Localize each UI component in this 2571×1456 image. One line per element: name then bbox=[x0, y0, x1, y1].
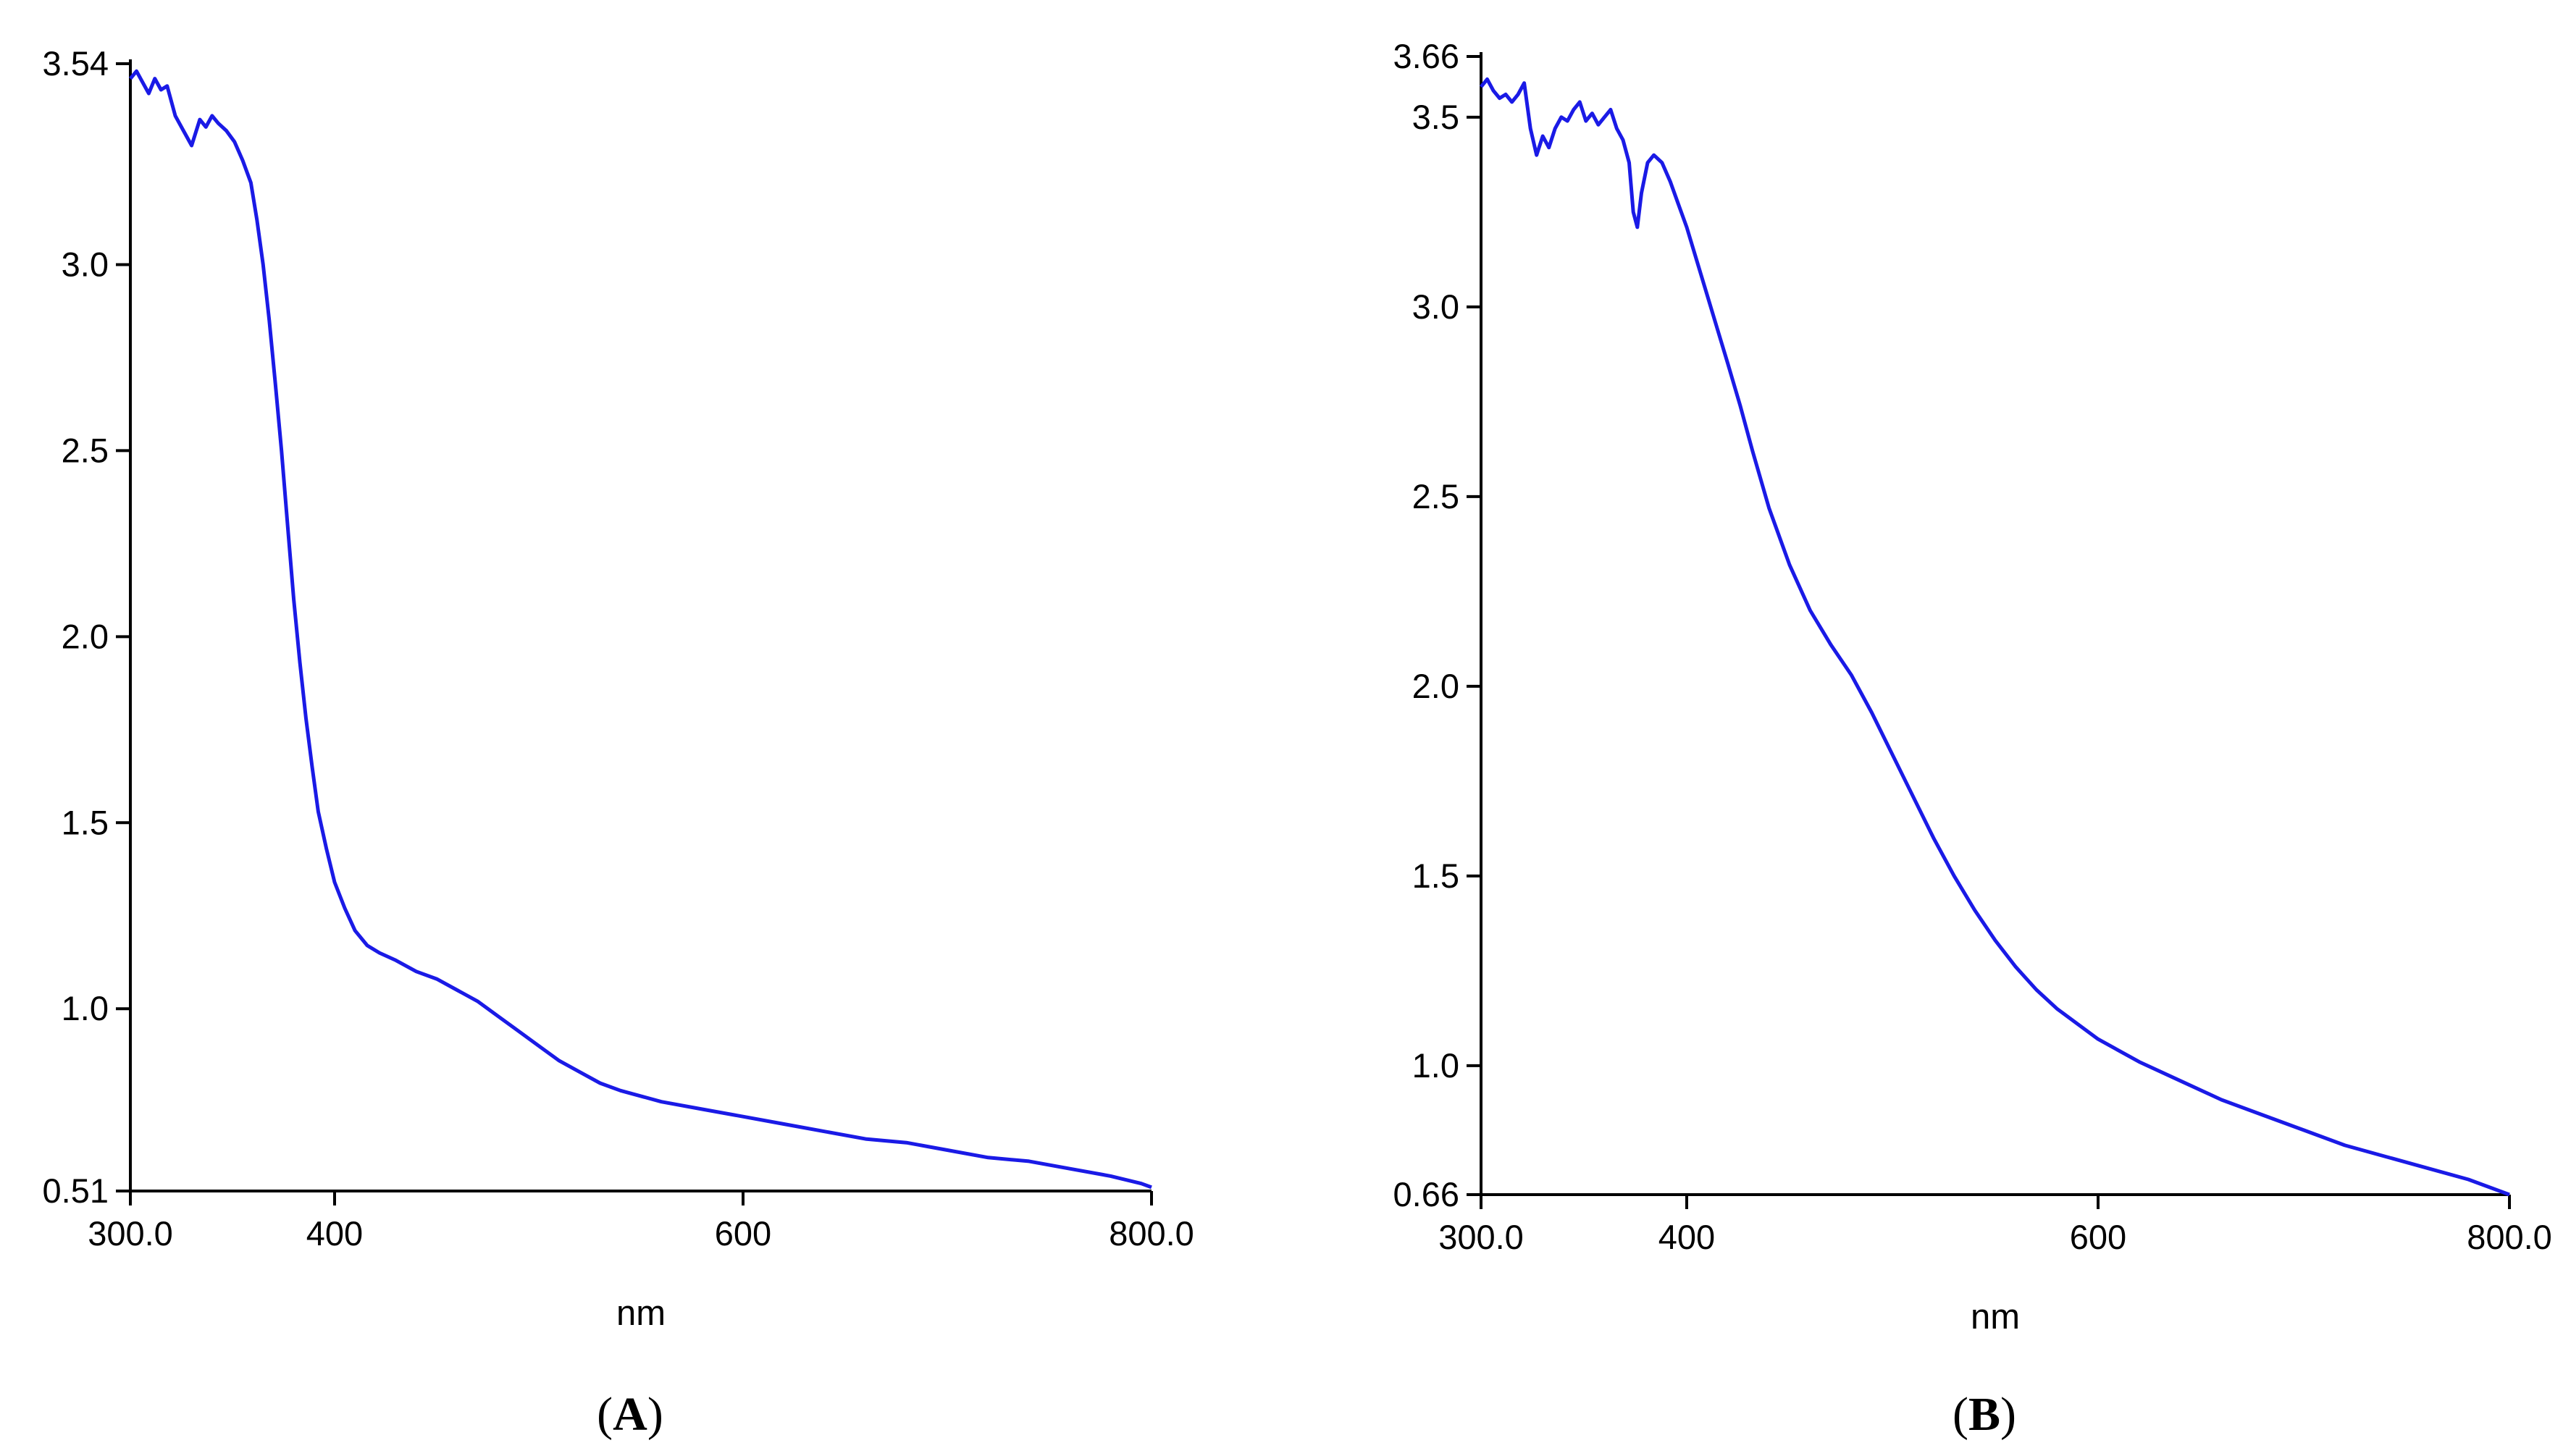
x-tick-label: 800.0 bbox=[1109, 1214, 1194, 1253]
x-tick-label: 400 bbox=[306, 1214, 363, 1253]
y-tick-label: 3.66 bbox=[1393, 37, 1459, 75]
x-tick-label: 600 bbox=[715, 1214, 771, 1253]
chart-panel-a: 0.51 1.0 1.5 2.0 2.5 3.0 3.54 300.0 400 600 800.0 n… bbox=[43, 44, 1194, 1441]
y-tick-label: 0.51 bbox=[43, 1171, 109, 1210]
y-tick-label: 2.0 bbox=[1412, 667, 1459, 705]
x-tick-label: 400 bbox=[1658, 1218, 1715, 1256]
y-tick-label: 2.5 bbox=[1412, 477, 1459, 516]
y-tick-label: 0.66 bbox=[1393, 1175, 1459, 1213]
y-tick-label: 1.0 bbox=[1412, 1046, 1459, 1085]
y-tick-label: 1.5 bbox=[1412, 857, 1459, 895]
x-axis-label-a: nm bbox=[616, 1294, 666, 1333]
y-tick-label: 3.0 bbox=[1412, 287, 1459, 326]
y-tick-label: 3.0 bbox=[62, 245, 109, 283]
x-tick-label: 300.0 bbox=[88, 1214, 173, 1253]
panel-label-b: (B) bbox=[1953, 1388, 2016, 1441]
x-tick-label: 300.0 bbox=[1438, 1218, 1524, 1256]
panel-label-a: (A) bbox=[597, 1388, 663, 1441]
y-tick-label: 2.5 bbox=[62, 431, 109, 469]
y-tick-label: 1.0 bbox=[62, 989, 109, 1027]
y-tick-label: 3.54 bbox=[43, 44, 109, 83]
panel-letter-b: B bbox=[1968, 1388, 2000, 1441]
x-axis-label-b: nm bbox=[1971, 1297, 2020, 1337]
panel-letter-a: A bbox=[613, 1388, 647, 1441]
series-line-b bbox=[1480, 77, 2510, 1197]
y-tick-label: 3.5 bbox=[1412, 98, 1459, 136]
series-line-a bbox=[129, 69, 1152, 1190]
x-tick-label: 600 bbox=[2070, 1218, 2126, 1256]
y-tick-label: 1.5 bbox=[62, 803, 109, 841]
chart-panel-b: 0.66 1.0 1.5 2.0 2.5 3.0 3.5 3.66 300.0 400 600 800… bbox=[1393, 37, 2552, 1441]
x-tick-label: 800.0 bbox=[2467, 1218, 2552, 1256]
y-tick-label: 2.0 bbox=[62, 617, 109, 655]
